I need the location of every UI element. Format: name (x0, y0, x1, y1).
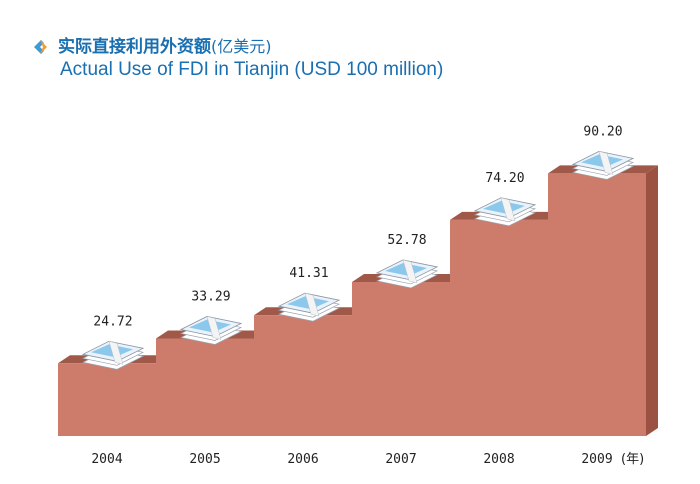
data-label: 41.31 (289, 266, 328, 281)
x-axis-unit-label: (年) (621, 452, 644, 467)
staircase-front-face (58, 173, 646, 437)
bar-2004 (58, 363, 156, 436)
bar-2007 (352, 282, 450, 436)
money-stack-icon (277, 292, 341, 322)
bar-2009 (548, 173, 646, 436)
chart-title: 实际直接利用外资额(亿美元) Actual Use of FDI in Tian… (34, 36, 443, 82)
title-chinese: 实际直接利用外资额(亿美元) (34, 36, 443, 58)
bill-band (304, 292, 320, 317)
bill-band (500, 197, 516, 222)
data-label: 24.72 (93, 314, 132, 329)
bill-band (402, 259, 418, 284)
x-tick-label: 2008 (483, 452, 514, 467)
chevron-right-bullet-icon (34, 40, 47, 54)
bill-band (108, 340, 124, 365)
x-tick-label: 2007 (385, 452, 416, 467)
title-english: Actual Use of FDI in Tianjin (USD 100 mi… (60, 59, 444, 80)
money-stack-icon (473, 197, 537, 227)
data-label: 74.20 (485, 171, 524, 186)
x-tick-label: 2004 (91, 452, 122, 467)
bar-2008 (450, 220, 548, 436)
title-chinese-text: 实际直接利用外资额 (58, 37, 211, 57)
money-stack-icon (179, 316, 243, 345)
x-tick-label: 2005 (189, 452, 220, 467)
title-chinese-unit: (亿美元) (211, 37, 272, 56)
data-label: 52.78 (387, 233, 426, 248)
bar-2005 (156, 338, 254, 436)
staircase-side-face (646, 165, 658, 437)
money-stack-icon (375, 259, 439, 289)
money-stack-icon (571, 151, 635, 180)
data-label: 33.29 (191, 289, 230, 304)
data-label: 90.20 (583, 124, 622, 139)
x-tick-label: 2006 (287, 452, 318, 467)
bar-2006 (254, 315, 352, 436)
x-tick-label: 2009 (581, 452, 612, 467)
money-stack-icon (81, 340, 145, 370)
bill-band (598, 151, 614, 175)
bill-band (206, 316, 222, 340)
